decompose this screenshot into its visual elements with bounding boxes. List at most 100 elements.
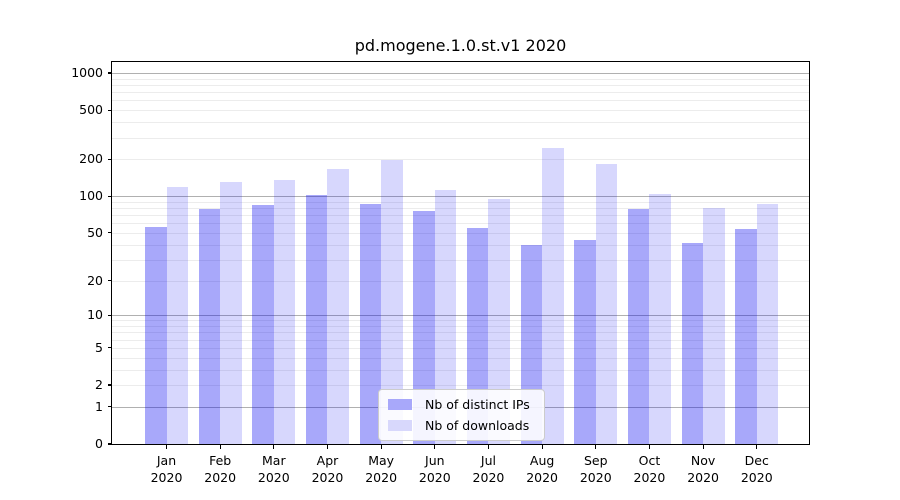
chart-title: pd.mogene.1.0.st.v1 2020	[354, 36, 567, 55]
y-tick-label: 2	[95, 376, 103, 392]
y-tick	[108, 72, 112, 74]
y-tick	[108, 406, 112, 408]
bar-downloads	[434, 189, 457, 444]
y-tick-label: 5	[95, 339, 103, 355]
minor-gridline	[112, 78, 809, 80]
x-tick-label: Nov 2020	[687, 453, 719, 485]
y-tick-label: 100	[79, 187, 103, 203]
minor-gridline	[112, 201, 809, 203]
major-gridline	[112, 196, 809, 198]
y-tick-label: 0	[95, 435, 103, 451]
y-tick	[108, 347, 112, 349]
minor-gridline	[112, 357, 809, 359]
x-tick-label: Oct 2020	[633, 453, 666, 485]
x-tick	[487, 445, 490, 449]
minor-gridline	[112, 84, 809, 86]
minor-gridline	[112, 326, 809, 327]
minor-gridline	[112, 159, 809, 161]
y-tick	[108, 232, 112, 234]
y-tick	[108, 109, 112, 111]
bar-distinct-ips	[413, 211, 435, 444]
x-tick-label: Jul 2020	[472, 453, 505, 485]
y-tick	[108, 279, 112, 282]
x-tick-label: Aug 2020	[526, 453, 559, 485]
x-tick	[326, 445, 329, 449]
x-tick-label: May 2020	[365, 453, 398, 485]
major-gridline	[112, 73, 809, 74]
bar-downloads	[327, 169, 349, 444]
legend-label-downloads: Nb of downloads	[425, 418, 530, 433]
plot-area: Nb of distinct IPs Nb of downloads 0 1 2 5 1…	[71, 61, 810, 485]
y-tick	[108, 443, 112, 445]
minor-gridline	[112, 137, 809, 139]
bar-distinct-ips	[198, 208, 221, 444]
x-tick	[273, 445, 275, 449]
legend-item-distinct-ips: Nb of distinct IPs	[388, 397, 534, 412]
y-tick	[108, 195, 112, 197]
legend-label-distinct-ips: Nb of distinct IPs	[425, 397, 530, 412]
x-tick	[380, 445, 382, 449]
x-tick-label: Jun 2020	[418, 453, 451, 485]
minor-gridline	[112, 208, 809, 210]
y-tick-label: 500	[79, 101, 103, 117]
x-tick-label: Mar 2020	[257, 453, 290, 485]
x-tick	[219, 445, 221, 449]
minor-gridline	[112, 244, 809, 246]
minor-gridline	[112, 320, 809, 322]
minor-gridline	[112, 110, 809, 112]
x-tick-label: Apr 2020	[311, 453, 344, 485]
legend-item-downloads: Nb of downloads	[388, 418, 534, 433]
bar-distinct-ips	[252, 204, 274, 444]
x-tick	[595, 445, 597, 449]
x-tick-label: Feb 2020	[204, 453, 237, 485]
y-tick-label: 50	[87, 224, 103, 240]
x-tick	[541, 445, 543, 449]
x-tick	[165, 445, 168, 449]
bar-distinct-ips	[574, 239, 596, 444]
x-tick	[756, 445, 758, 449]
y-tick-label: 200	[79, 150, 103, 166]
y-tick-label: 1	[95, 398, 103, 414]
minor-gridline	[112, 332, 809, 334]
bar-distinct-ips	[627, 208, 650, 444]
legend-swatch-downloads-icon	[388, 420, 412, 431]
bar-downloads	[273, 180, 296, 444]
minor-gridline	[112, 347, 809, 349]
bar-distinct-ips	[305, 194, 328, 444]
minor-gridline	[112, 215, 809, 217]
bar-downloads	[542, 147, 564, 444]
y-tick	[108, 314, 112, 316]
x-tick	[434, 445, 436, 449]
minor-gridline	[112, 92, 809, 94]
bar-distinct-ips	[681, 243, 704, 444]
bar-downloads	[595, 163, 618, 444]
minor-gridline	[112, 385, 809, 386]
bar-downloads	[488, 198, 510, 444]
x-tick-label: Jan 2020	[150, 453, 183, 485]
y-tick	[108, 384, 112, 386]
minor-gridline	[112, 339, 809, 341]
bar-downloads	[381, 160, 403, 444]
bar-downloads	[649, 193, 671, 444]
legend: Nb of distinct IPs Nb of downloads	[378, 389, 545, 441]
minor-gridline	[112, 232, 809, 234]
minor-gridline	[112, 223, 809, 225]
y-tick-label: 10	[87, 306, 103, 322]
legend-swatch-distinct-ips-icon	[388, 399, 412, 410]
bar-downloads	[756, 203, 779, 444]
bar-downloads	[220, 182, 242, 444]
bar-downloads	[166, 187, 188, 444]
bar-distinct-ips	[735, 228, 757, 444]
minor-gridline	[112, 280, 809, 282]
bar-distinct-ips	[359, 203, 382, 444]
minor-gridline	[112, 259, 809, 261]
y-tick-label: 20	[87, 272, 103, 288]
bar-downloads	[703, 208, 725, 444]
minor-gridline	[112, 122, 809, 124]
y-tick	[108, 158, 112, 160]
major-gridline	[112, 315, 809, 317]
bar-distinct-ips	[145, 226, 167, 444]
minor-gridline	[112, 100, 809, 102]
y-tick-label: 1000	[71, 64, 103, 80]
